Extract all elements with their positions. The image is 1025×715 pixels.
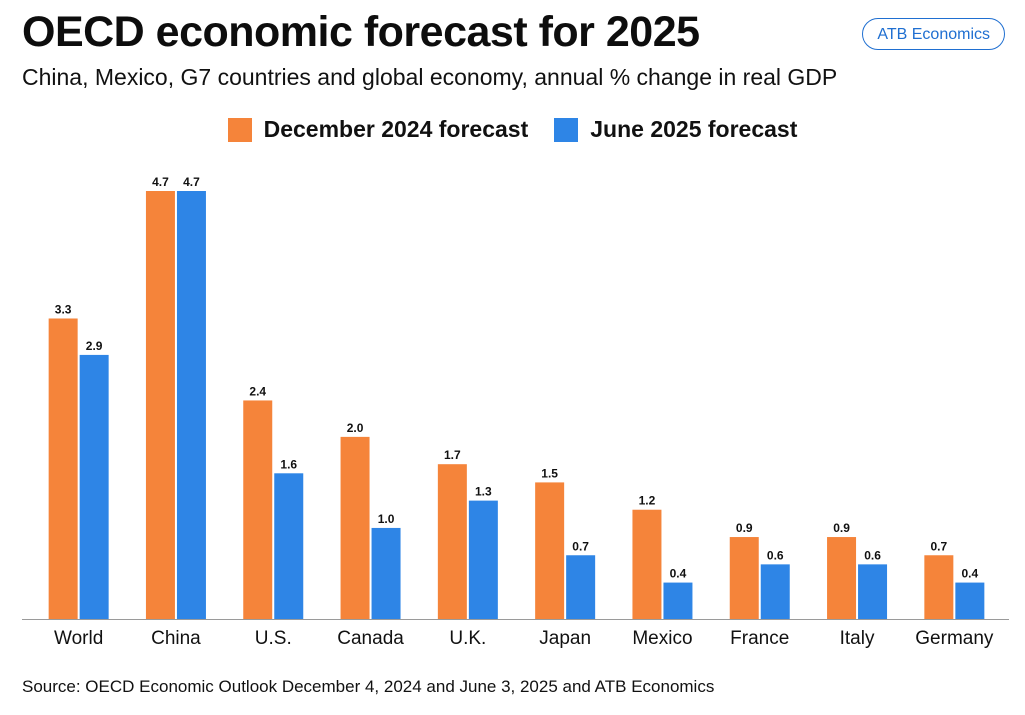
- bar-december-mexico: [632, 509, 662, 619]
- data-label-june-u-s: 1.6: [280, 457, 297, 471]
- chart-title: OECD economic forecast for 2025: [22, 8, 700, 56]
- data-label-december-mexico: 1.2: [639, 494, 656, 508]
- x-tick-label-u-k: U.K.: [449, 628, 486, 649]
- bar-june-canada: [371, 527, 401, 619]
- x-tick-label-u-s: U.S.: [255, 628, 292, 649]
- bar-june-italy: [858, 564, 888, 619]
- legend: December 2024 forecast June 2025 forecas…: [0, 116, 1025, 143]
- data-label-december-germany: 0.7: [931, 539, 948, 553]
- x-tick-label-world: World: [54, 628, 103, 649]
- bar-december-canada: [340, 436, 370, 619]
- bar-december-japan: [535, 482, 565, 619]
- source-note: Source: OECD Economic Outlook December 4…: [22, 677, 715, 696]
- x-tick-label-italy: Italy: [840, 628, 875, 649]
- data-label-june-germany: 0.4: [962, 567, 979, 581]
- atb-economics-badge: ATB Economics: [862, 18, 1005, 50]
- data-label-june-france: 0.6: [767, 548, 784, 562]
- data-label-december-canada: 2.0: [347, 421, 364, 435]
- bar-june-u-s: [274, 473, 304, 619]
- bar-december-u-s: [243, 400, 273, 619]
- bar-december-france: [729, 537, 759, 619]
- data-label-december-u-k: 1.7: [444, 448, 461, 462]
- data-label-june-u-k: 1.3: [475, 485, 492, 499]
- x-tick-label-canada: Canada: [337, 628, 404, 649]
- bar-december-germany: [924, 555, 954, 619]
- data-label-june-italy: 0.6: [864, 548, 881, 562]
- data-label-december-u-s: 2.4: [249, 384, 266, 398]
- legend-label-december: December 2024 forecast: [263, 116, 529, 142]
- bar-june-china: [176, 191, 206, 619]
- bar-june-mexico: [663, 582, 693, 619]
- bar-december-china: [145, 191, 175, 619]
- x-tick-label-mexico: Mexico: [632, 628, 692, 649]
- legend-item-june: June 2025 forecast: [554, 116, 797, 143]
- data-label-june-canada: 1.0: [378, 512, 395, 526]
- data-label-june-japan: 0.7: [572, 539, 589, 553]
- legend-item-december: December 2024 forecast: [227, 116, 529, 143]
- x-tick-label-china: China: [151, 628, 201, 649]
- bar-june-japan: [566, 555, 596, 619]
- data-label-june-mexico: 0.4: [670, 567, 687, 581]
- data-label-december-japan: 1.5: [541, 466, 558, 480]
- bar-june-germany: [955, 582, 985, 619]
- data-label-december-world: 3.3: [55, 302, 72, 316]
- x-tick-label-france: France: [730, 628, 789, 649]
- bar-june-u-k: [468, 500, 498, 619]
- data-label-june-china: 4.7: [183, 175, 200, 189]
- bar-june-world: [79, 354, 109, 619]
- data-label-june-world: 2.9: [86, 339, 103, 353]
- data-label-december-italy: 0.9: [833, 521, 850, 535]
- data-label-december-france: 0.9: [736, 521, 753, 535]
- bar-december-italy: [827, 537, 857, 619]
- legend-swatch-june: [554, 117, 579, 142]
- bar-december-u-k: [437, 464, 467, 619]
- legend-swatch-december: [227, 117, 252, 142]
- legend-label-june: June 2025 forecast: [590, 116, 798, 142]
- bar-december-world: [48, 318, 78, 619]
- x-tick-label-germany: Germany: [915, 628, 994, 649]
- chart-subtitle: China, Mexico, G7 countries and global e…: [22, 64, 838, 90]
- data-label-december-china: 4.7: [152, 175, 169, 189]
- x-tick-label-japan: Japan: [539, 628, 591, 649]
- bar-june-france: [760, 564, 790, 619]
